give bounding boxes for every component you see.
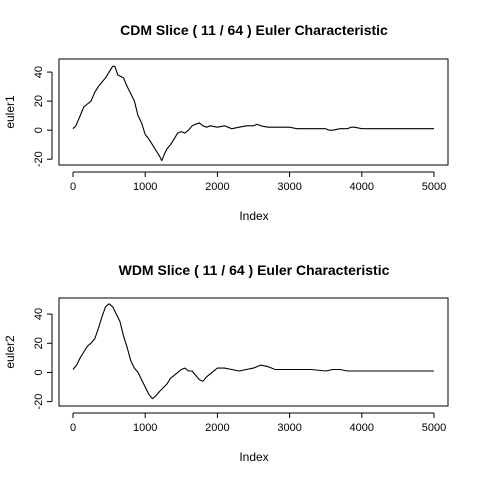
chart-title: CDM Slice ( 11 / 64 ) Euler Characterist…: [120, 22, 388, 38]
series-group: [72, 303, 434, 400]
y-tick-label: 20: [33, 95, 45, 107]
x-tick-label: 1000: [133, 181, 157, 193]
x-axis: 0 1000 2000 3000 4000 5000: [70, 171, 446, 193]
y-tick-label: 40: [33, 308, 45, 320]
plot-frame: [58, 58, 449, 166]
y-tick-label: 20: [33, 337, 45, 349]
y-axis-label: euler2: [3, 335, 17, 369]
y-axis: -20 0 20 40: [33, 308, 53, 410]
x-tick-label: 2000: [205, 422, 229, 434]
y-tick-label: 40: [33, 66, 45, 78]
series-group: [72, 65, 434, 162]
x-tick-label: 2000: [205, 181, 229, 193]
y-axis-label: euler1: [3, 95, 17, 129]
x-axis: 0 1000 2000 3000 4000 5000: [70, 412, 446, 434]
x-axis-label: Index: [239, 209, 268, 223]
x-tick-label: 5000: [422, 422, 446, 434]
y-axis: -20 0 20 40: [33, 66, 53, 167]
chart-panel-2: WDM Slice ( 11 / 64 ) Euler Characterist…: [3, 262, 449, 464]
x-tick-label: 0: [70, 422, 76, 434]
x-tick-label: 5000: [422, 181, 446, 193]
x-tick-label: 4000: [350, 422, 374, 434]
y-tick-label: 0: [33, 369, 45, 375]
x-axis-label: Index: [239, 450, 268, 464]
series-line: [72, 65, 434, 162]
chart-title: WDM Slice ( 11 / 64 ) Euler Characterist…: [119, 262, 390, 278]
x-tick-label: 4000: [350, 181, 374, 193]
x-tick-label: 3000: [277, 181, 301, 193]
series-line: [72, 303, 434, 400]
y-tick-label: 0: [33, 127, 45, 133]
y-tick-label: -20: [33, 151, 45, 167]
x-tick-label: 1000: [133, 422, 157, 434]
x-tick-label: 0: [70, 181, 76, 193]
plot-frame: [58, 297, 449, 407]
x-tick-label: 3000: [277, 422, 301, 434]
chart-panel-1: CDM Slice ( 11 / 64 ) Euler Characterist…: [3, 22, 449, 223]
y-tick-label: -20: [33, 394, 45, 410]
